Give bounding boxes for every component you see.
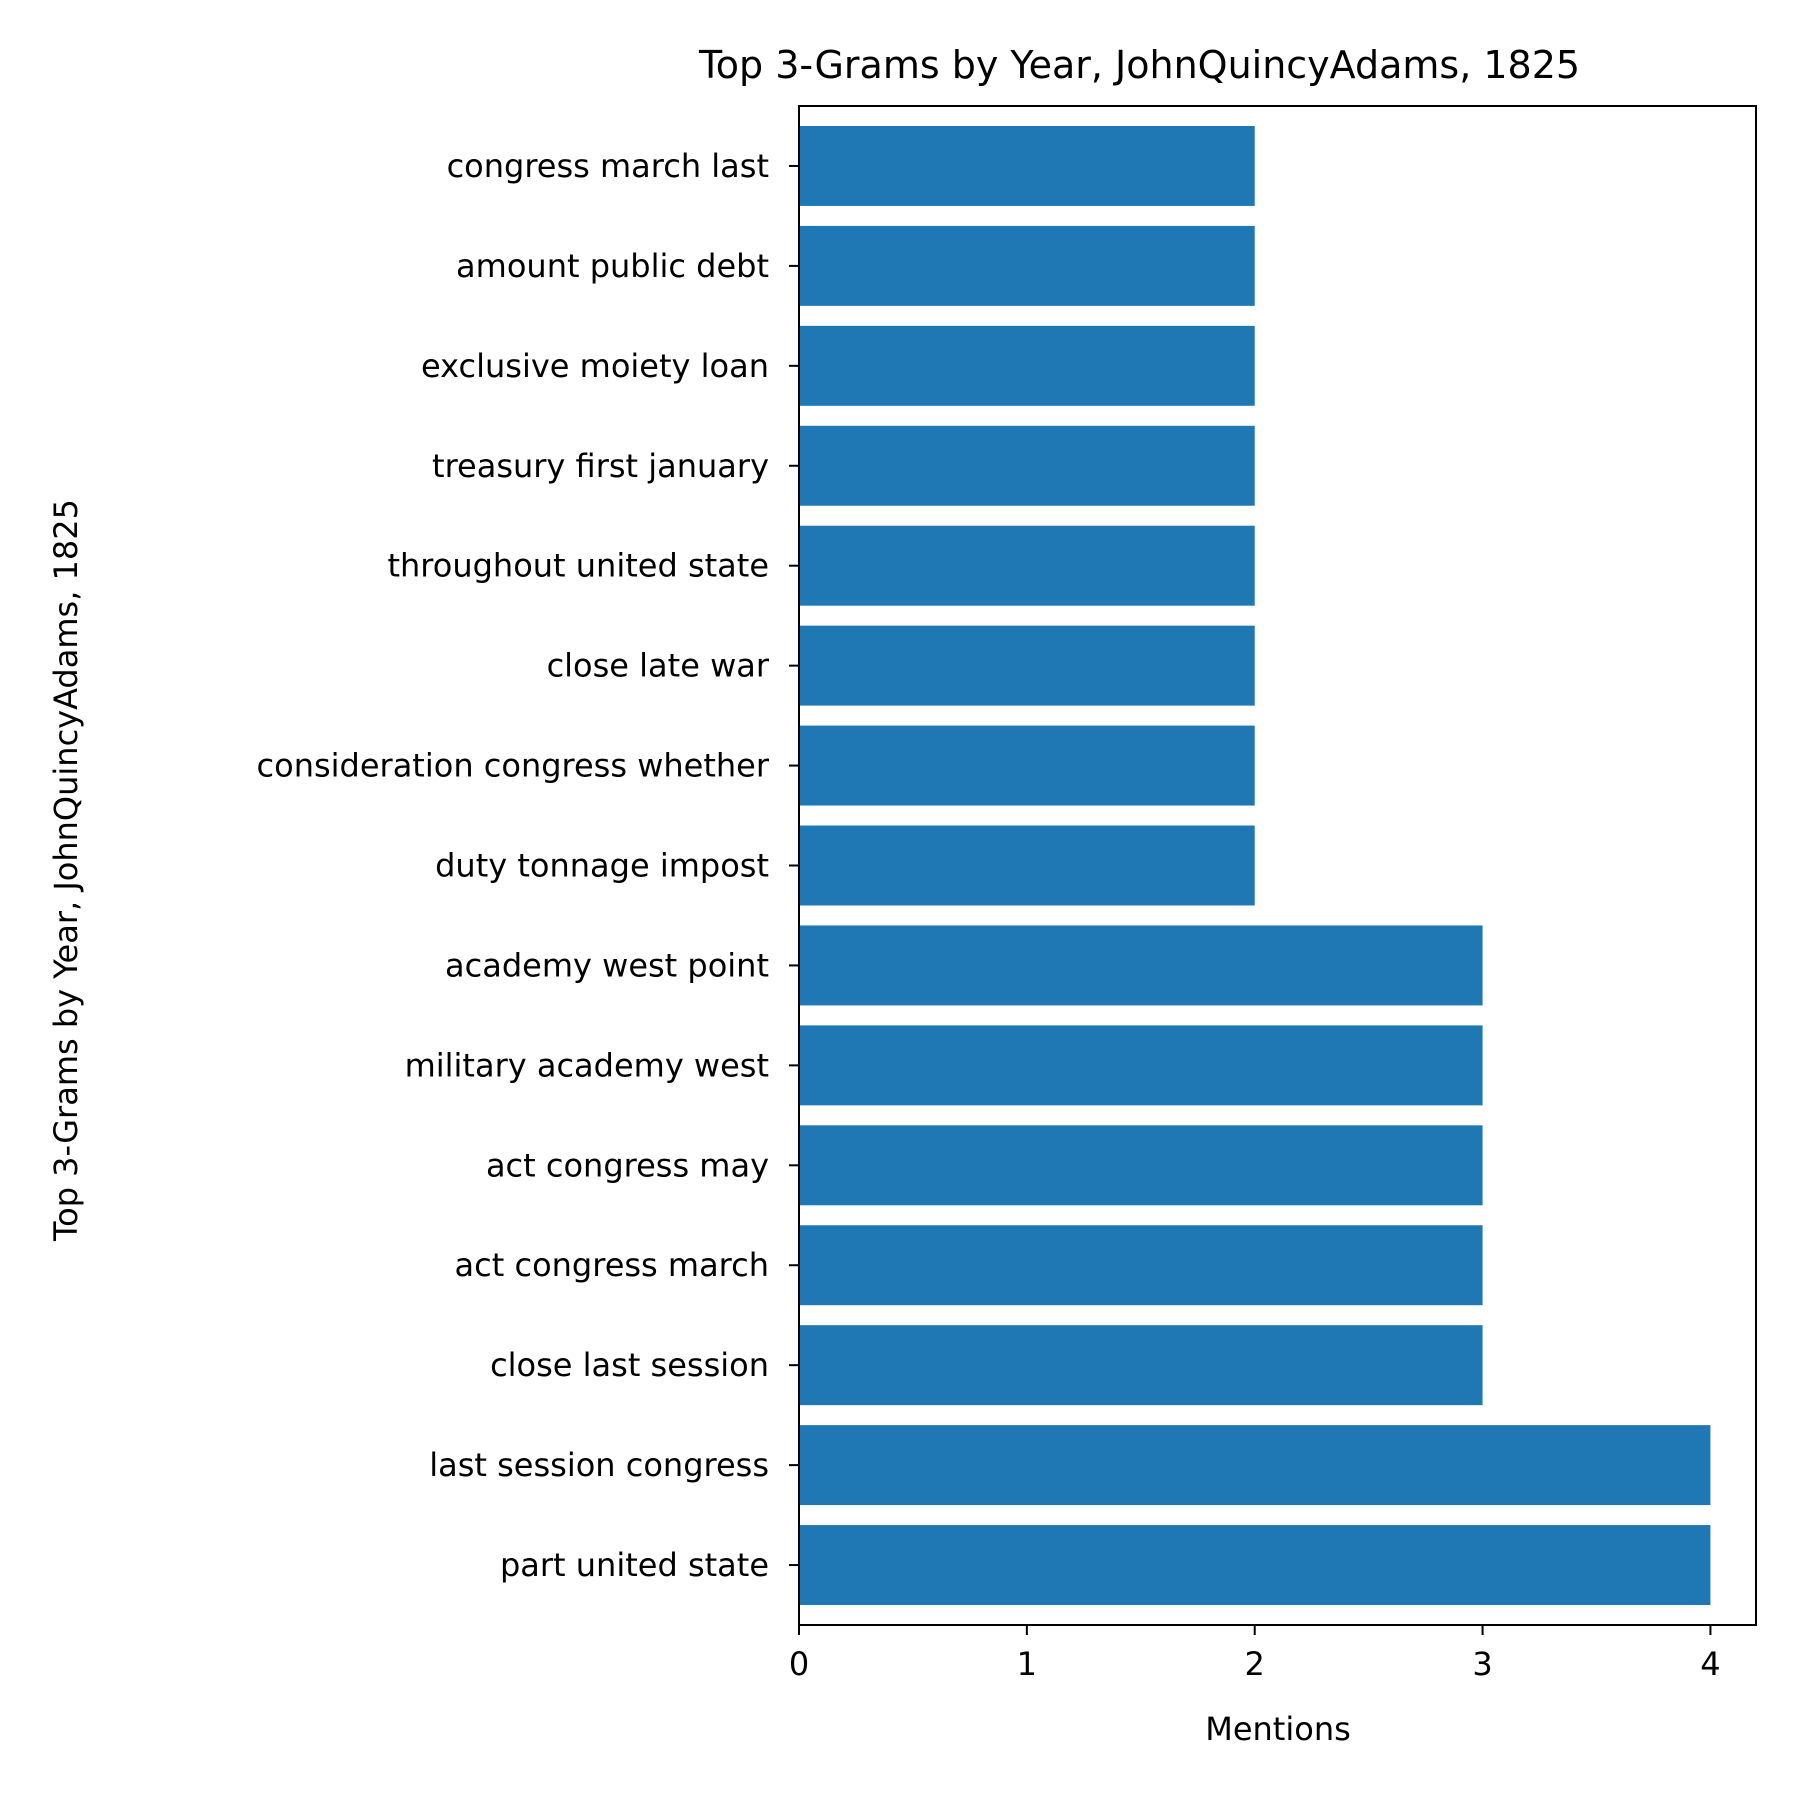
y-tick-label: congress march last bbox=[447, 147, 769, 185]
bar bbox=[799, 125, 1255, 206]
bar bbox=[799, 625, 1255, 706]
chart-title: Top 3-Grams by Year, JohnQuincyAdams, 18… bbox=[698, 43, 1580, 87]
bars-layer bbox=[799, 125, 1711, 1606]
bar bbox=[799, 525, 1255, 606]
y-tick-label: duty tonnage impost bbox=[435, 847, 769, 885]
y-tick-label: consideration congress whether bbox=[257, 747, 770, 785]
y-tick-label: academy west point bbox=[445, 946, 769, 984]
x-axis-label: Mentions bbox=[1205, 1710, 1351, 1748]
y-tick-label: treasury first january bbox=[432, 447, 769, 485]
x-tick-label: 0 bbox=[789, 1645, 809, 1683]
y-axis-label: Top 3-Grams by Year, JohnQuincyAdams, 18… bbox=[47, 499, 85, 1242]
y-tick-label: part united state bbox=[500, 1546, 769, 1584]
bar bbox=[799, 1525, 1711, 1606]
bar bbox=[799, 1325, 1483, 1406]
y-tick-label: exclusive moiety loan bbox=[421, 347, 769, 385]
bar bbox=[799, 1225, 1483, 1306]
y-tick-label: act congress may bbox=[486, 1146, 769, 1184]
x-tick-label: 3 bbox=[1472, 1645, 1492, 1683]
bar bbox=[799, 1125, 1483, 1206]
bar bbox=[799, 725, 1255, 806]
y-tick-label: military academy west bbox=[405, 1046, 769, 1084]
bar bbox=[799, 225, 1255, 306]
y-tick-label: throughout united state bbox=[387, 547, 769, 585]
bar bbox=[799, 425, 1255, 506]
y-tick-label: last session congress bbox=[429, 1446, 769, 1484]
bar bbox=[799, 925, 1483, 1006]
bar bbox=[799, 1025, 1483, 1106]
bar bbox=[799, 825, 1255, 906]
y-tick-label: act congress march bbox=[455, 1246, 769, 1284]
bar bbox=[799, 325, 1255, 406]
y-tick-label: amount public debt bbox=[456, 247, 769, 285]
x-tick-label: 1 bbox=[1017, 1645, 1037, 1683]
x-tick-label: 4 bbox=[1700, 1645, 1720, 1683]
y-tick-label: close late war bbox=[547, 647, 770, 685]
axes-layer: part united state last session congress cl… bbox=[257, 105, 1757, 1683]
x-tick-label: 2 bbox=[1245, 1645, 1265, 1683]
bar bbox=[799, 1425, 1711, 1506]
y-tick-label: close last session bbox=[490, 1346, 769, 1384]
